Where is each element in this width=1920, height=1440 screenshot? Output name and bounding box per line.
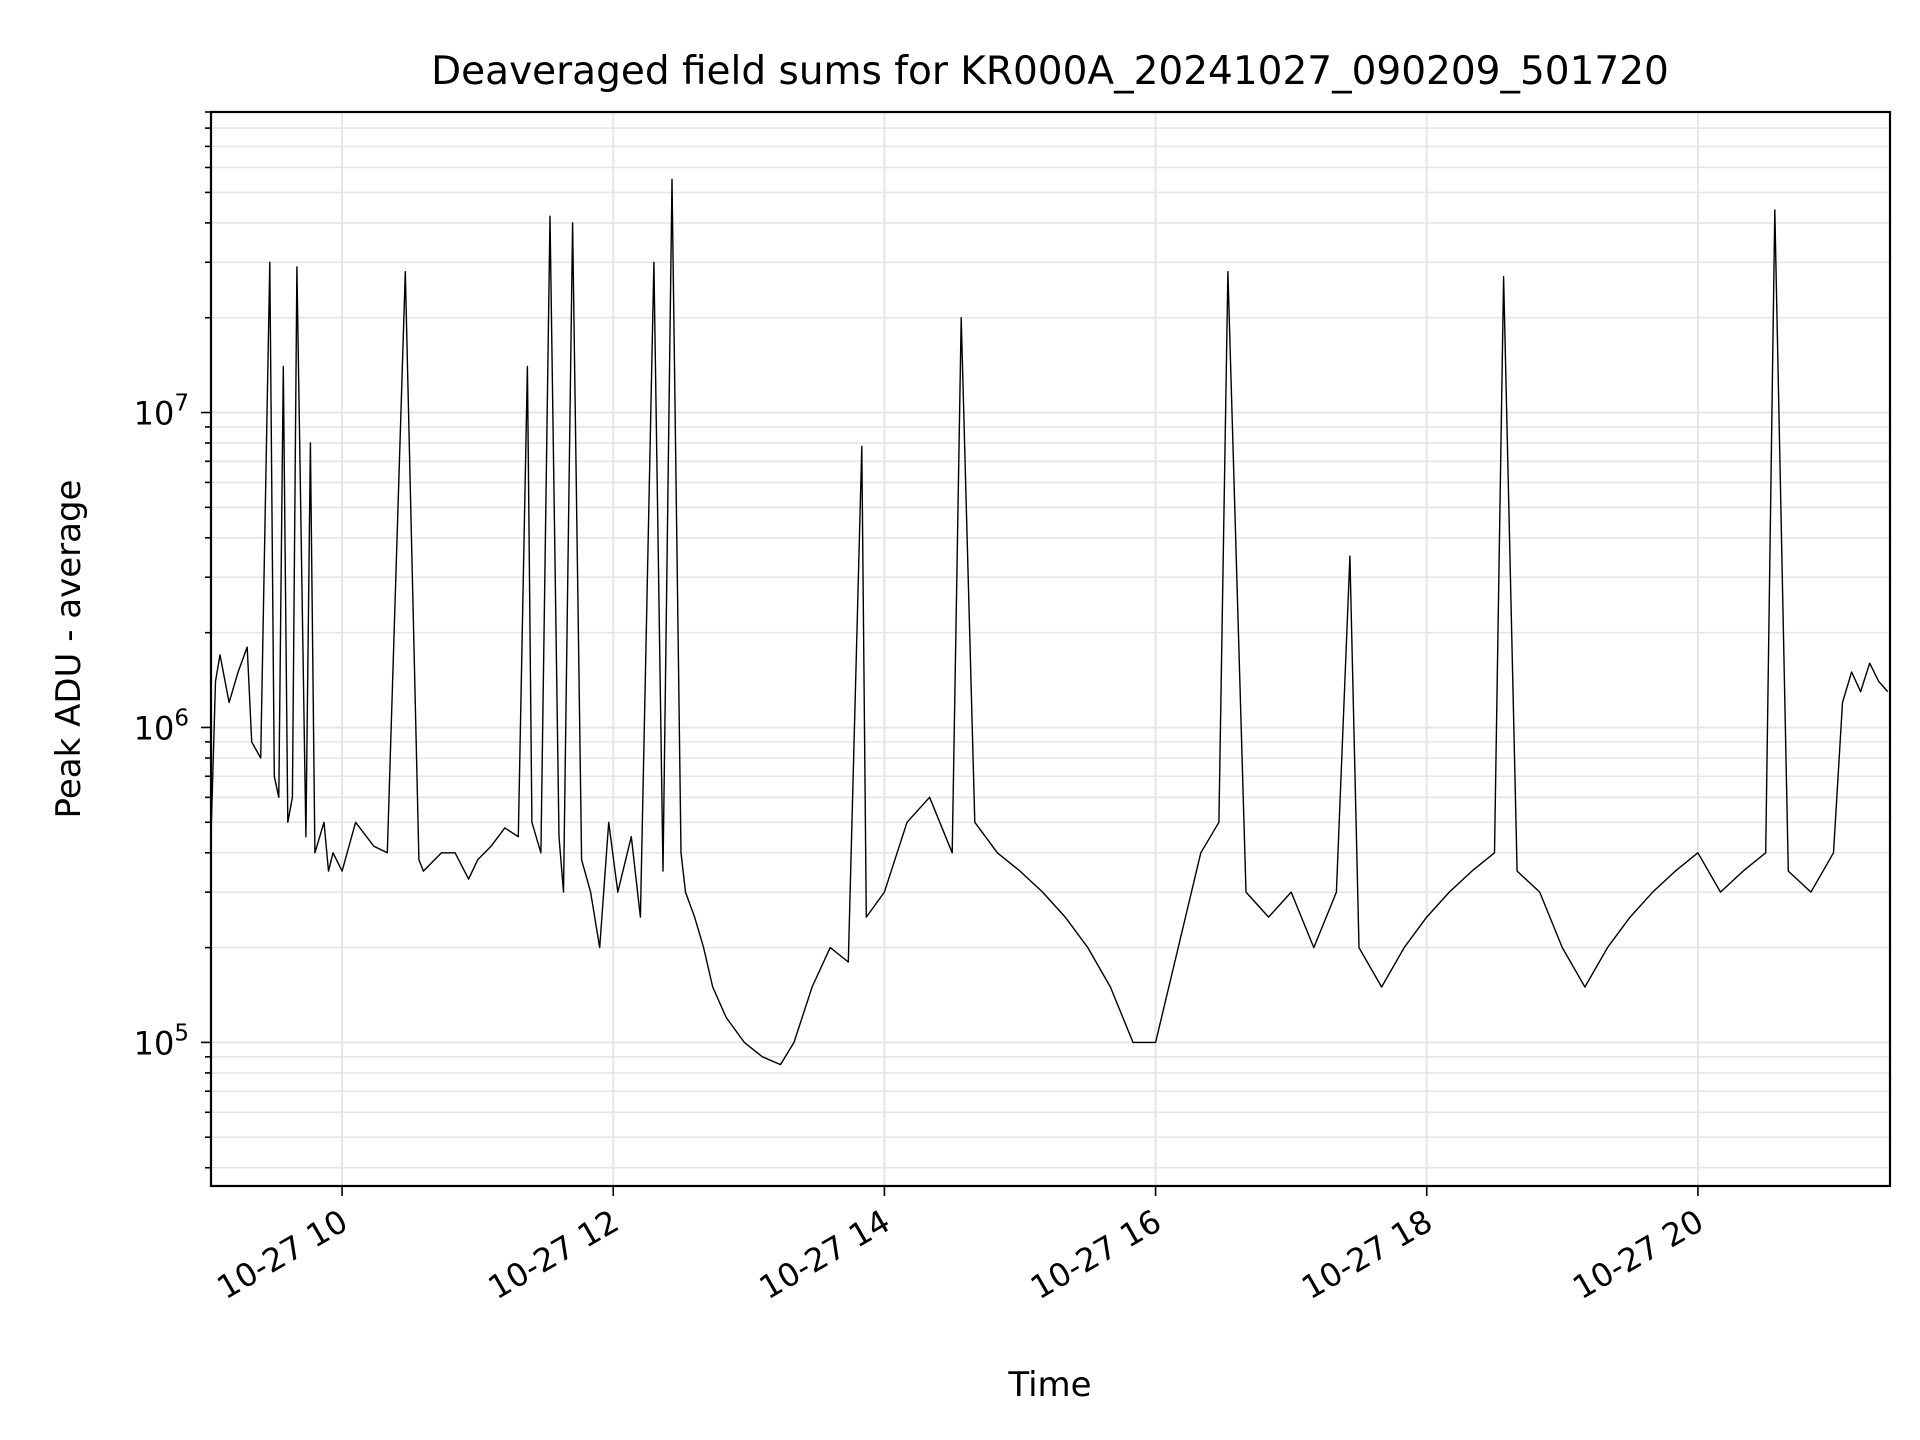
x-tick-label: 10-27 12	[482, 1202, 626, 1307]
y-tick-label: 107	[134, 391, 189, 433]
x-tick-label: 10-27 10	[210, 1202, 354, 1307]
plot-frame	[209, 110, 1892, 1188]
x-tick-label: 10-27 18	[1295, 1202, 1439, 1307]
chart-title: Deaveraged field sums for KR000A_2024102…	[431, 49, 1669, 94]
series-line	[210, 178, 1889, 1066]
series-layer	[210, 178, 1889, 1066]
x-tick-label: 10-27 20	[1566, 1202, 1710, 1307]
y-tick-label: 105	[134, 1020, 189, 1062]
y-axis-label: Peak ADU - average	[49, 480, 89, 819]
grid	[211, 111, 1890, 1186]
x-axis: 10-27 10 10-27 12 10-27 14 10-27 16 10-27 18…	[210, 1186, 1710, 1307]
y-axis: 105 106 107	[134, 111, 211, 1169]
x-axis-label: Time	[1007, 1365, 1091, 1405]
y-tick-label: 106	[134, 705, 189, 747]
x-tick-label: 10-27 16	[1024, 1202, 1168, 1307]
x-tick-label: 10-27 14	[753, 1202, 897, 1307]
